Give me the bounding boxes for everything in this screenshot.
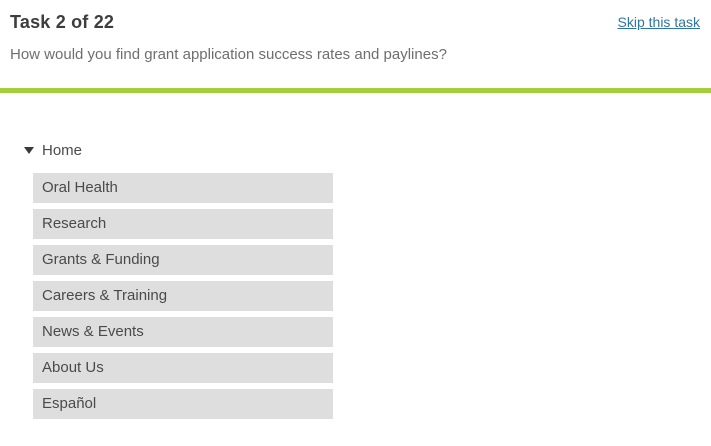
task-title: Task 2 of 22 (10, 12, 115, 32)
task-question: How would you find grant application suc… (10, 46, 447, 63)
tree-item-research[interactable]: Research (33, 209, 333, 239)
triangle-down-icon[interactable] (24, 146, 34, 154)
tree-node-home[interactable]: Home (24, 135, 711, 165)
tree-test-panel: Home Oral Health Research Grants & Fundi… (24, 135, 711, 419)
tree-item-espanol[interactable]: Español (33, 389, 333, 419)
skip-task-link[interactable]: Skip this task (617, 14, 700, 30)
tree-children-list: Oral Health Research Grants & Funding Ca… (33, 173, 711, 419)
tree-item-oral-health[interactable]: Oral Health (33, 173, 333, 203)
tree-item-news-events[interactable]: News & Events (33, 317, 333, 347)
tree-item-grants-funding[interactable]: Grants & Funding (33, 245, 333, 275)
tree-item-about-us[interactable]: About Us (33, 353, 333, 383)
tree-item-careers-training[interactable]: Careers & Training (33, 281, 333, 311)
task-header: Task 2 of 22 Skip this task How would yo… (0, 0, 711, 64)
tree-node-home-label: Home (42, 141, 83, 159)
green-divider (0, 88, 711, 93)
